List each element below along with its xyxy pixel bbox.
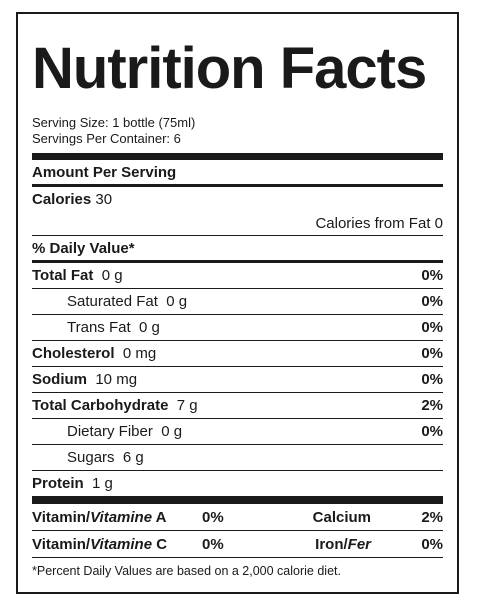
nutrient-percent: 0% xyxy=(421,267,443,284)
nutrient-percent: 0% xyxy=(421,423,443,440)
divider-thick xyxy=(32,153,443,160)
footnote: *Percent Daily Values are based on a 2,0… xyxy=(32,564,341,578)
nutrient-label: Saturated Fat xyxy=(67,293,158,310)
divider xyxy=(32,557,443,558)
nutrient-row-saturated-fat: Saturated Fat 0 g 0% xyxy=(32,289,443,314)
divider-thick xyxy=(32,496,443,504)
divider xyxy=(32,288,443,289)
vitamin-row-2: Vitamin/Vitamine C 0% Iron/Fer 0% xyxy=(32,531,443,557)
nutrient-row-trans-fat: Trans Fat 0 g 0% xyxy=(32,315,443,340)
vitamin-c-label: Vitamin/Vitamine C xyxy=(32,535,168,553)
label-title: Nutrition Facts xyxy=(32,36,427,101)
serving-info: Serving Size: 1 bottle (75ml) Servings P… xyxy=(32,115,443,147)
nutrient-amount: 6 g xyxy=(122,449,144,466)
nutrient-amount: 0 g xyxy=(138,319,160,336)
nutrient-amount: 0 mg xyxy=(122,345,157,362)
vitamin-c-percent: 0% xyxy=(202,535,224,553)
vitamin-row-1: Vitamin/Vitamine A 0% Calcium 2% xyxy=(32,504,443,530)
calories-value: 30 xyxy=(95,190,113,208)
vitamin-a-label: Vitamin/Vitamine A xyxy=(32,508,167,526)
nutrient-label: Protein xyxy=(32,475,84,492)
divider xyxy=(32,392,443,393)
servings-per-container: Servings Per Container: 6 xyxy=(32,131,181,146)
nutrient-amount: 10 mg xyxy=(95,371,138,388)
calcium-percent: 2% xyxy=(421,508,443,526)
calories-label: Calories xyxy=(32,190,92,208)
nutrient-row-cholesterol: Cholesterol 0 mg 0% xyxy=(32,341,443,366)
divider xyxy=(32,530,443,531)
nutrient-row-total-fat: Total Fat 0 g 0% xyxy=(32,263,443,288)
iron-label: Iron/Fer xyxy=(315,535,371,553)
nutrient-row-sugars: Sugars 6 g xyxy=(32,445,443,470)
nutrient-amount: 0 g xyxy=(166,293,188,310)
divider xyxy=(32,444,443,445)
divider xyxy=(32,418,443,419)
divider xyxy=(32,340,443,341)
divider xyxy=(32,470,443,471)
calories-row: Calories 30 xyxy=(32,187,443,211)
iron-percent: 0% xyxy=(421,535,443,553)
vitamin-a-percent: 0% xyxy=(202,508,224,526)
nutrient-row-protein: Protein 1 g xyxy=(32,471,443,496)
nutrient-label: Trans Fat xyxy=(67,319,131,336)
divider xyxy=(32,366,443,367)
nutrient-amount: 0 g xyxy=(161,423,183,440)
divider-medium xyxy=(32,260,443,263)
nutrient-label: Cholesterol xyxy=(32,345,115,362)
nutrient-amount: 1 g xyxy=(92,475,113,492)
divider-medium xyxy=(32,184,443,187)
serving-size: Serving Size: 1 bottle (75ml) xyxy=(32,115,196,130)
nutrient-percent: 2% xyxy=(421,397,443,414)
calories-from-fat: Calories from Fat 0 xyxy=(315,214,443,232)
nutrient-label: Total Fat xyxy=(32,267,94,284)
nutrient-percent: 0% xyxy=(421,345,443,362)
nutrition-label: Nutrition Facts Serving Size: 1 bottle (… xyxy=(16,12,459,594)
nutrient-percent: 0% xyxy=(421,293,443,310)
nutrient-row-sodium: Sodium 10 mg 0% xyxy=(32,367,443,392)
calcium-label: Calcium xyxy=(312,508,371,526)
nutrient-percent: 0% xyxy=(421,319,443,336)
daily-value-header: % Daily Value* xyxy=(32,239,135,257)
amount-per-serving: Amount Per Serving xyxy=(32,163,177,181)
nutrient-label: Total Carbohydrate xyxy=(32,397,169,414)
nutrient-row-dietary-fiber: Dietary Fiber 0 g 0% xyxy=(32,419,443,444)
nutrient-label: Dietary Fiber xyxy=(67,423,153,440)
nutrient-amount: 0 g xyxy=(101,267,123,284)
divider xyxy=(32,235,443,236)
nutrient-label: Sugars xyxy=(67,449,115,466)
nutrient-percent: 0% xyxy=(421,371,443,388)
nutrient-amount: 7 g xyxy=(176,397,198,414)
nutrient-label: Sodium xyxy=(32,371,87,388)
nutrient-row-total-carbohydrate: Total Carbohydrate 7 g 2% xyxy=(32,393,443,418)
divider xyxy=(32,314,443,315)
